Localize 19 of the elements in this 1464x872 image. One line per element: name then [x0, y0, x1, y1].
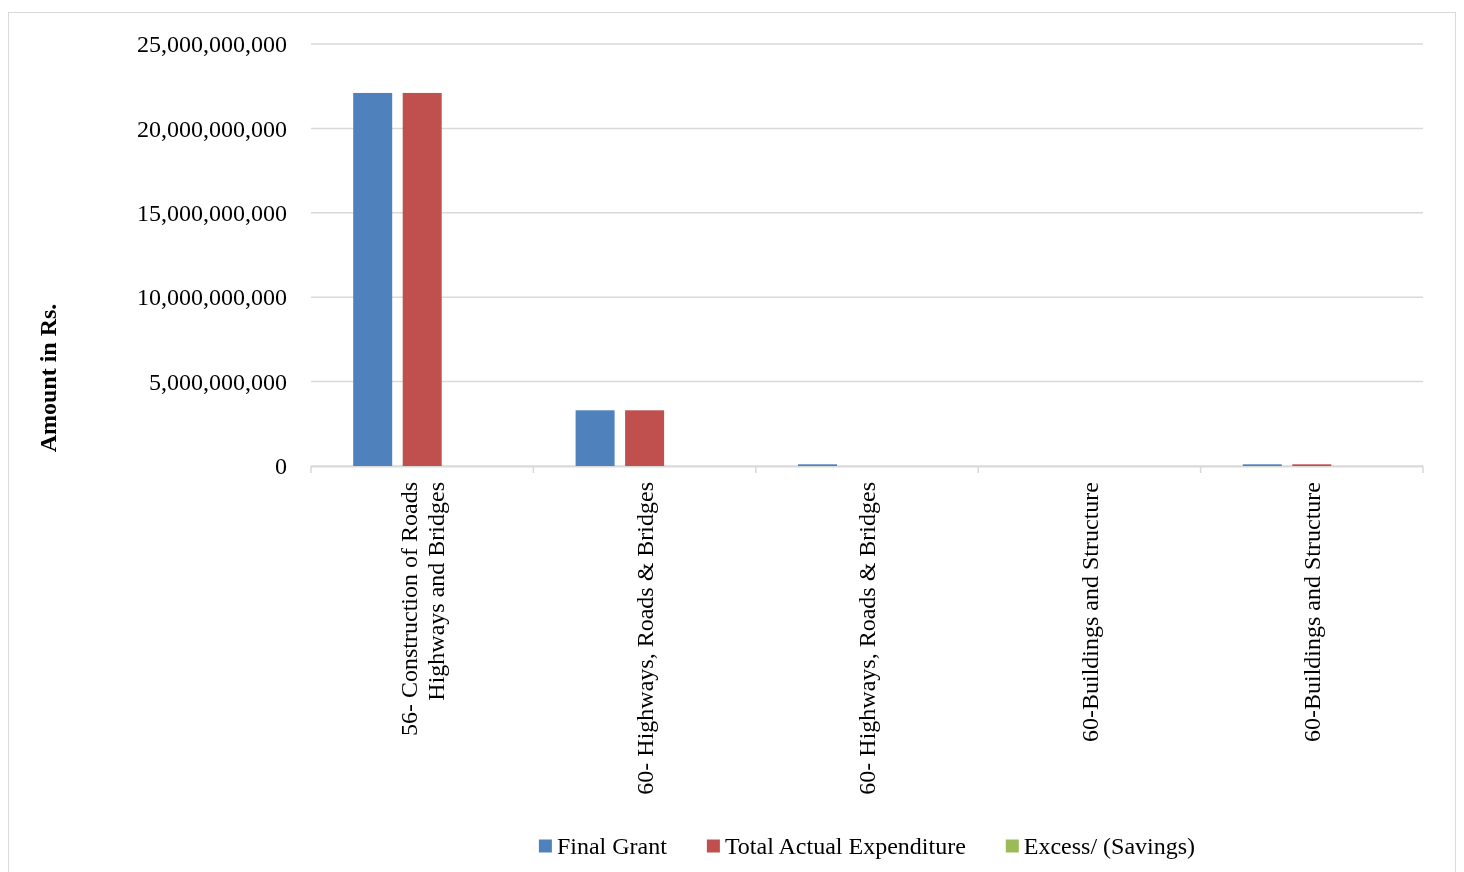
legend-label: Final Grant [556, 833, 668, 860]
y-tick-label: 15,000,000,000 [137, 199, 287, 226]
y-tick-label: 10,000,000,000 [137, 284, 287, 311]
x-tick-label: 60- Highways, Roads & Bridges [632, 482, 658, 795]
legend-label: Total Actual Expenditure [724, 833, 966, 860]
y-tick-label: 0 [275, 453, 287, 480]
y-tick-label: 20,000,000,000 [137, 115, 287, 142]
x-tick-label: 60-Buildings and Structure [1299, 482, 1326, 742]
y-tick-label: 5,000,000,000 [149, 368, 287, 395]
x-tick-label: 56- Construction of Roads Highways and Bridges [395, 482, 450, 736]
y-tick-label: 25,000,000,000 [137, 31, 287, 58]
legend-label: Excess/ (Savings) [1023, 833, 1196, 860]
bar [575, 410, 615, 466]
x-tick-label: 60- Highways, Roads & Bridges [854, 482, 881, 795]
y-axis-title: Amount in Rs. [35, 303, 61, 453]
bar [353, 92, 393, 466]
x-tick-label: 60-Buildings and Structure [1076, 482, 1103, 742]
bar [625, 410, 665, 466]
bar [402, 92, 442, 466]
